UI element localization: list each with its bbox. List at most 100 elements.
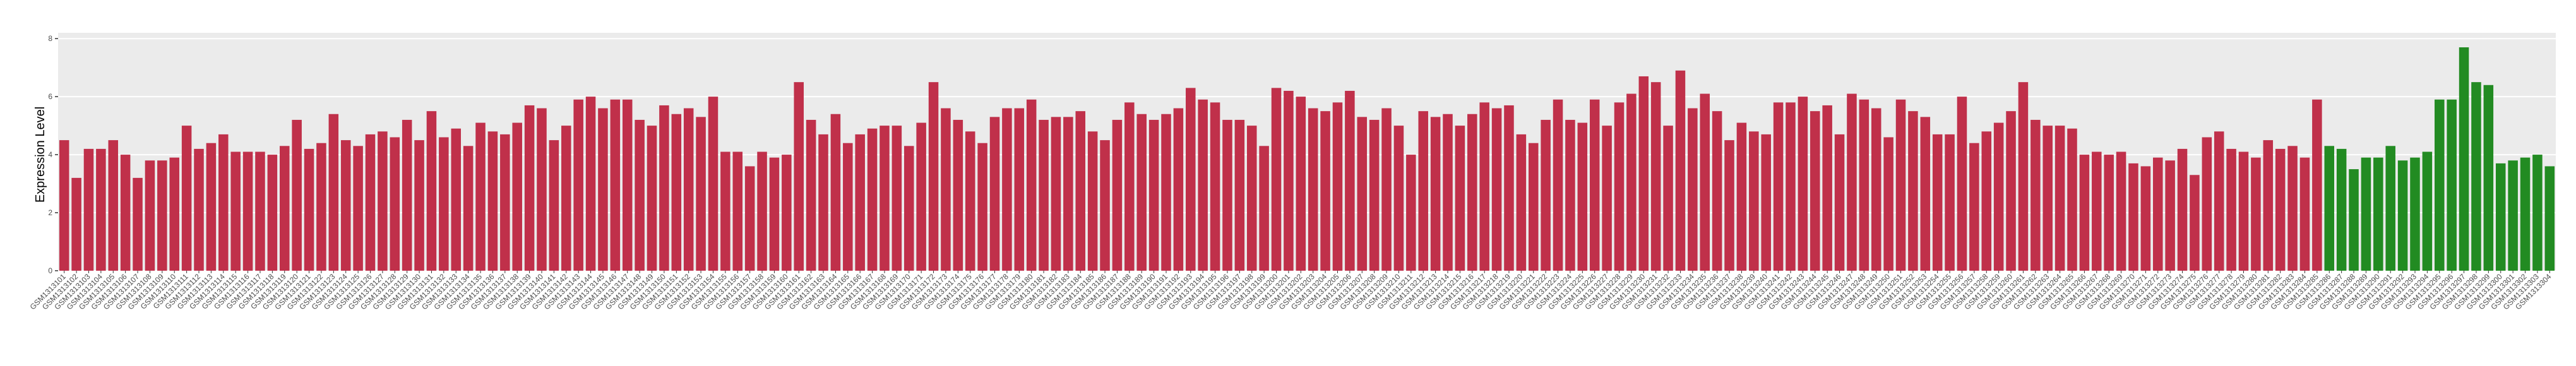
bar <box>1565 119 1575 271</box>
bar <box>2373 157 2383 271</box>
bar <box>549 140 559 271</box>
bar <box>1945 134 1955 271</box>
bar <box>1589 99 1600 271</box>
bar <box>903 146 914 271</box>
bar <box>2092 151 2102 271</box>
bar <box>1957 97 1967 271</box>
bar <box>1186 88 1196 271</box>
bar <box>1112 119 1123 271</box>
bar <box>965 131 975 271</box>
bar <box>2336 148 2347 271</box>
bar <box>1553 99 1563 271</box>
bar <box>145 160 155 271</box>
bar <box>1039 119 1049 271</box>
bar <box>2202 137 2212 271</box>
bar <box>2054 126 2065 271</box>
bar <box>1638 76 1649 271</box>
bar <box>206 143 217 271</box>
y-tick-label: 2 <box>48 208 52 217</box>
y-tick-label: 4 <box>48 150 52 159</box>
bar <box>1773 102 1784 271</box>
bar <box>2483 85 2494 271</box>
bar <box>292 119 302 271</box>
bar <box>181 126 192 271</box>
bar <box>1124 102 1135 271</box>
bar <box>1908 111 1918 271</box>
bar <box>1222 119 1232 271</box>
bar <box>2349 169 2359 271</box>
bar <box>1712 111 1722 271</box>
bar <box>2104 155 2114 271</box>
bar <box>1981 131 1992 271</box>
bar <box>2299 157 2310 271</box>
bar <box>720 151 730 271</box>
bar <box>989 117 1000 271</box>
bar <box>1993 122 2004 271</box>
bar <box>916 122 926 271</box>
bar <box>2177 148 2188 271</box>
bar <box>1920 117 1931 271</box>
bar <box>1847 93 1857 271</box>
bar <box>830 114 841 271</box>
bar <box>696 117 706 271</box>
bar <box>230 151 241 271</box>
bar <box>1969 143 1979 271</box>
bar <box>1161 114 1171 271</box>
bar <box>2422 151 2433 271</box>
bar <box>1173 108 1184 271</box>
bar <box>1602 126 1612 271</box>
bar <box>659 105 669 271</box>
bar <box>267 155 278 271</box>
bar <box>1296 97 1306 271</box>
bar <box>2042 126 2053 271</box>
bar <box>585 97 596 271</box>
bar <box>2397 160 2408 271</box>
bar <box>635 119 645 271</box>
bar <box>2018 82 2029 271</box>
bar <box>782 155 792 271</box>
bar <box>1663 126 1673 271</box>
bar <box>1369 119 1380 271</box>
bar <box>867 128 878 271</box>
bar <box>2312 99 2322 271</box>
bar <box>843 143 853 271</box>
bar <box>1357 117 1368 271</box>
bar <box>194 148 204 271</box>
bar <box>2361 157 2371 271</box>
bar <box>365 134 376 271</box>
bar <box>96 148 106 271</box>
bar <box>573 99 583 271</box>
bar <box>2435 99 2445 271</box>
bar <box>769 157 780 271</box>
bar <box>806 119 816 271</box>
bar <box>390 137 400 271</box>
bar <box>378 131 388 271</box>
bar <box>1443 114 1453 271</box>
bar <box>2128 163 2138 271</box>
bar <box>1345 90 1355 271</box>
bar <box>1516 134 1527 271</box>
bar <box>1014 108 1025 271</box>
bar <box>1491 108 1502 271</box>
bar <box>732 151 743 271</box>
bar <box>1284 90 1294 271</box>
bar <box>977 143 987 271</box>
bar <box>1736 122 1747 271</box>
bar <box>2520 157 2531 271</box>
bar <box>133 177 143 271</box>
bar <box>2532 155 2543 271</box>
bar <box>953 119 963 271</box>
bar <box>451 128 462 271</box>
y-tick-label: 8 <box>48 34 52 43</box>
bar <box>2165 160 2175 271</box>
bar <box>1381 108 1392 271</box>
bar <box>353 146 363 271</box>
bar <box>2226 148 2236 271</box>
plot-background <box>58 33 2556 271</box>
bar <box>1859 99 1869 271</box>
bar <box>1675 70 1686 271</box>
bar <box>1087 131 1098 271</box>
bar <box>59 140 69 271</box>
bar <box>475 122 486 271</box>
